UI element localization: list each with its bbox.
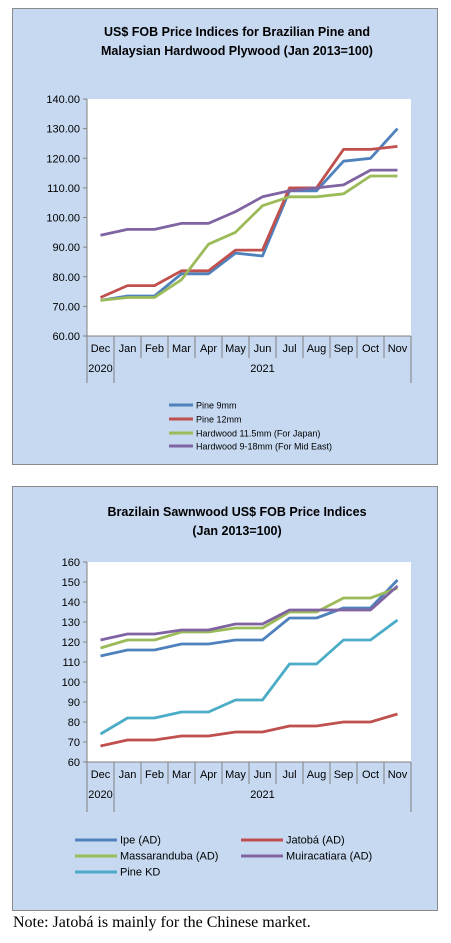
plywood-series-line <box>99 145 398 299</box>
plywood-y-tick-label: 80.00 <box>52 272 80 284</box>
sawnwood-y-tick-label: 90 <box>68 697 80 709</box>
sawnwood-x-tick-label: Jul <box>282 769 296 781</box>
sawnwood-title-line: (Jan 2013=100) <box>192 524 281 538</box>
sawnwood-x-tick-label: Feb <box>145 769 164 781</box>
sawnwood-x-tick-label: Jun <box>254 769 272 781</box>
sawnwood-y-tick-label: 140 <box>62 597 80 609</box>
sawnwood-y-tick-label: 160 <box>62 557 80 569</box>
plywood-x-tick-label: Jul <box>282 343 296 355</box>
sawnwood-y-tick-label: 60 <box>68 757 80 769</box>
sawnwood-y-tick-label: 70 <box>68 737 80 749</box>
sawnwood-y-tick-label: 110 <box>62 657 80 669</box>
plywood-y-tick-label: 70.00 <box>52 301 80 313</box>
plywood-x-tick-label: Dec <box>91 343 111 355</box>
sawnwood-x-tick-label: Nov <box>388 769 408 781</box>
plywood-x-tick-label: May <box>225 343 246 355</box>
plywood-x-tick-label: Oct <box>362 343 379 355</box>
sawnwood-x-tick-label: Apr <box>200 769 217 781</box>
sawnwood-y-tick-label: 130 <box>62 617 80 629</box>
plywood-y-tick-label: 90.00 <box>52 242 80 254</box>
plywood-year-label: 2020 <box>88 363 112 375</box>
plywood-x-tick-label: Apr <box>200 343 217 355</box>
sawnwood-y-tick-label: 100 <box>62 677 80 689</box>
plywood-title-line: US$ FOB Price Indices for Brazilian Pine… <box>104 25 370 39</box>
plywood-x-tick-label: Feb <box>145 343 164 355</box>
plywood-chart: US$ FOB Price Indices for Brazilian Pine… <box>46 25 412 452</box>
plywood-series-line <box>100 168 398 237</box>
plywood-legend-label: Pine 9mm <box>196 401 237 411</box>
sawnwood-legend-label: Pine KD <box>120 867 160 879</box>
sawnwood-x-tick-label: Mar <box>172 769 191 781</box>
sawnwood-legend-label: Jatobá (AD) <box>286 835 345 847</box>
sawnwood-y-tick-label: 150 <box>62 577 80 589</box>
sawnwood-y-tick-label: 80 <box>68 717 80 729</box>
sawnwood-series-line <box>100 586 398 650</box>
sawnwood-chart-panel: Brazilain Sawnwood US$ FOB Price Indices… <box>12 486 438 911</box>
sawnwood-legend-label: Massaranduba (AD) <box>120 851 218 863</box>
plywood-x-tick-label: Nov <box>388 343 408 355</box>
sawnwood-series-line <box>100 712 398 748</box>
plywood-x-tick-label: Jun <box>254 343 272 355</box>
plywood-y-tick-label: 100.00 <box>46 213 80 225</box>
plywood-x-tick-label: Mar <box>172 343 191 355</box>
plywood-legend-label: Hardwood 9-18mm (For Mid East) <box>196 442 332 452</box>
plywood-y-tick-label: 140.00 <box>46 94 80 106</box>
sawnwood-title-line: Brazilain Sawnwood US$ FOB Price Indices <box>107 505 366 519</box>
plywood-y-tick-label: 120.00 <box>46 153 80 165</box>
plywood-legend-label: Pine 12mm <box>196 415 242 425</box>
sawnwood-x-tick-label: Oct <box>362 769 379 781</box>
plywood-chart-panel: US$ FOB Price Indices for Brazilian Pine… <box>12 8 438 465</box>
plywood-x-tick-label: Jan <box>119 343 137 355</box>
plywood-series-line <box>100 127 399 302</box>
plywood-title-line: Malaysian Hardwood Plywood (Jan 2013=100… <box>101 44 373 58</box>
sawnwood-chart: Brazilain Sawnwood US$ FOB Price Indices… <box>62 505 412 879</box>
sawnwood-legend-label: Ipe (AD) <box>120 835 161 847</box>
sawnwood-x-tick-label: Aug <box>307 769 327 781</box>
sawnwood-x-tick-label: Dec <box>91 769 111 781</box>
sawnwood-year-label: 2020 <box>88 789 112 801</box>
sawnwood-x-tick-label: Sep <box>334 769 354 781</box>
plywood-legend-label: Hardwood 11.5mm (For Japan) <box>196 429 320 439</box>
plywood-series-line <box>100 174 398 302</box>
sawnwood-plot-area <box>87 562 411 762</box>
plywood-y-tick-label: 130.00 <box>46 124 80 136</box>
plywood-year-label: 2021 <box>250 363 274 375</box>
sawnwood-year-label: 2021 <box>250 789 274 801</box>
sawnwood-legend-label: Muiracatiara (AD) <box>286 851 372 863</box>
plywood-x-tick-label: Sep <box>334 343 354 355</box>
plywood-y-tick-label: 60.00 <box>52 331 80 343</box>
sawnwood-series-line <box>100 584 399 642</box>
sawnwood-x-tick-label: Jan <box>119 769 137 781</box>
sawnwood-y-tick-label: 120 <box>62 637 80 649</box>
sawnwood-x-tick-label: May <box>225 769 246 781</box>
plywood-x-tick-label: Aug <box>307 343 327 355</box>
sawnwood-series-line <box>99 618 399 736</box>
sawnwood-series-line <box>100 579 399 658</box>
footnote: Note: Jatobá is mainly for the Chinese m… <box>13 914 311 931</box>
plywood-y-tick-label: 110.00 <box>47 183 80 195</box>
